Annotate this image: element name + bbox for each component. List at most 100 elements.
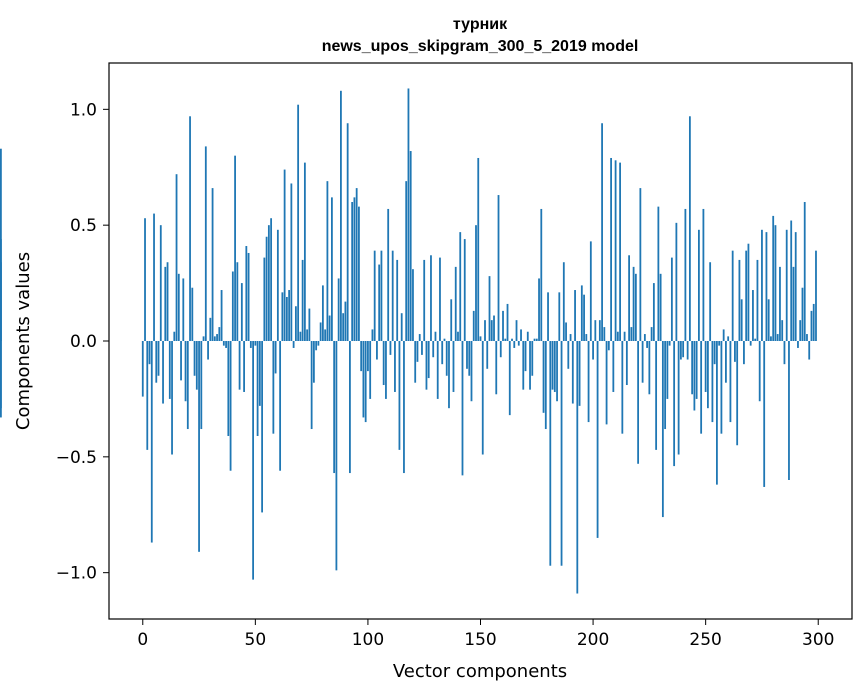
bar bbox=[538, 278, 540, 341]
bar bbox=[616, 331, 619, 341]
bar bbox=[783, 341, 786, 365]
bar bbox=[351, 202, 354, 341]
x-axis-label: Vector components bbox=[393, 661, 567, 682]
bar bbox=[524, 341, 527, 372]
bar bbox=[299, 331, 302, 341]
bar bbox=[209, 317, 212, 341]
bar bbox=[544, 341, 547, 430]
bar bbox=[515, 320, 518, 341]
bar bbox=[621, 341, 624, 434]
x-tick-label: 200 bbox=[577, 630, 609, 650]
bar bbox=[385, 341, 387, 399]
bar bbox=[369, 341, 372, 399]
bar bbox=[504, 338, 507, 341]
bar bbox=[526, 331, 529, 341]
bar bbox=[249, 341, 252, 348]
bar bbox=[648, 341, 651, 395]
bar bbox=[612, 341, 615, 392]
bar bbox=[475, 225, 477, 341]
bar bbox=[263, 257, 266, 341]
bar bbox=[159, 225, 162, 341]
bar bbox=[331, 197, 333, 341]
bar bbox=[727, 336, 730, 341]
bar bbox=[675, 222, 678, 341]
bar bbox=[655, 341, 658, 450]
bar bbox=[677, 341, 680, 455]
bar bbox=[576, 341, 579, 594]
bar bbox=[643, 334, 646, 341]
bar bbox=[666, 341, 669, 399]
bar bbox=[204, 146, 207, 341]
bar bbox=[729, 341, 732, 423]
bar bbox=[713, 341, 716, 365]
bar bbox=[770, 336, 772, 341]
bar bbox=[580, 285, 583, 341]
bar bbox=[670, 257, 673, 341]
bar bbox=[598, 320, 601, 341]
bar bbox=[432, 341, 435, 358]
bar bbox=[551, 341, 554, 390]
bar bbox=[630, 327, 633, 341]
bar bbox=[693, 341, 696, 411]
y-tick-label: 0.5 bbox=[70, 216, 97, 236]
bar bbox=[754, 338, 757, 341]
bar bbox=[664, 341, 667, 430]
y-tick-label: 0.0 bbox=[70, 332, 97, 352]
bar bbox=[389, 341, 392, 355]
bar bbox=[254, 341, 257, 346]
bar bbox=[344, 301, 347, 341]
bar bbox=[371, 329, 374, 341]
bar bbox=[261, 341, 263, 513]
bar bbox=[294, 306, 297, 341]
bar bbox=[781, 320, 784, 341]
bar bbox=[376, 341, 378, 360]
bar bbox=[461, 341, 464, 476]
bar bbox=[213, 336, 216, 341]
bar bbox=[745, 250, 748, 341]
bar bbox=[141, 341, 144, 397]
bar bbox=[589, 241, 592, 341]
bar bbox=[463, 239, 466, 341]
bar bbox=[794, 232, 797, 341]
bar bbox=[520, 329, 522, 341]
bar bbox=[652, 283, 655, 341]
bar bbox=[297, 104, 300, 341]
bar bbox=[625, 341, 628, 386]
y-tick-label: 1.0 bbox=[70, 100, 97, 120]
bar bbox=[761, 229, 763, 341]
bar bbox=[400, 313, 403, 341]
bar bbox=[472, 310, 475, 341]
bar bbox=[312, 341, 315, 383]
bar bbox=[470, 341, 473, 402]
bar bbox=[211, 188, 214, 341]
bar bbox=[797, 341, 799, 348]
bar bbox=[743, 341, 745, 365]
bar bbox=[303, 162, 306, 341]
bar bbox=[459, 232, 462, 341]
bar bbox=[184, 341, 187, 402]
chart-subtitle: news_upos_skipgram_300_5_2019 model bbox=[322, 38, 639, 55]
bar bbox=[222, 341, 225, 346]
bar bbox=[477, 157, 480, 341]
bar bbox=[763, 341, 766, 487]
bar bbox=[808, 341, 811, 360]
bar-series bbox=[0, 88, 817, 594]
bar bbox=[321, 285, 324, 341]
bar bbox=[225, 341, 227, 348]
bar bbox=[450, 299, 453, 341]
bar bbox=[216, 334, 218, 341]
bar bbox=[418, 334, 421, 341]
bar bbox=[421, 341, 423, 355]
bar bbox=[193, 341, 196, 376]
bar bbox=[619, 162, 621, 341]
bar bbox=[412, 269, 414, 341]
bar bbox=[380, 250, 383, 341]
bar bbox=[673, 341, 676, 467]
bar bbox=[177, 273, 180, 341]
bar bbox=[484, 320, 486, 341]
bar bbox=[171, 341, 173, 455]
chart-title: турник bbox=[453, 16, 508, 33]
bar bbox=[373, 250, 376, 341]
bar bbox=[243, 341, 245, 392]
bar bbox=[776, 334, 779, 341]
